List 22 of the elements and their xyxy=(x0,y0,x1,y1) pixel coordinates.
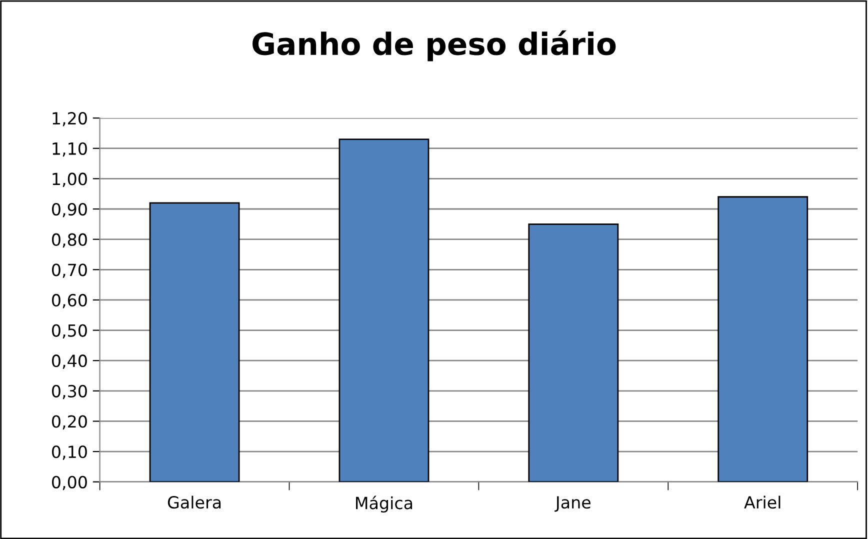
y-tick-label: 1,10 xyxy=(52,142,87,157)
x-tick-label: Ariel xyxy=(744,496,780,509)
x-tick-label: Mágica xyxy=(356,496,412,513)
bar xyxy=(149,202,240,482)
y-tick-label: 0,10 xyxy=(52,446,87,460)
chart-title: Ganho de peso diário xyxy=(252,30,616,62)
bar xyxy=(338,138,430,482)
y-tick-label: 0,90 xyxy=(52,202,87,218)
y-tick-label: 0,40 xyxy=(52,354,87,369)
x-tick-label: Jane xyxy=(554,496,591,512)
y-tick-label: 0,30 xyxy=(52,384,87,400)
y-tick-label: 1,20 xyxy=(52,112,87,126)
y-tick-label: 0,00 xyxy=(52,476,87,490)
x-tick-label: Galera xyxy=(168,496,221,509)
y-tick-label: 0,60 xyxy=(52,294,87,308)
y-tick-label: 0,50 xyxy=(52,324,87,339)
y-tick-label: 1,00 xyxy=(52,172,87,187)
y-tick-label: 0,70 xyxy=(52,264,87,278)
y-tick-label: 0,80 xyxy=(52,233,87,248)
bar xyxy=(528,223,619,482)
bar xyxy=(718,196,808,482)
y-tick-label: 0,20 xyxy=(52,415,87,430)
